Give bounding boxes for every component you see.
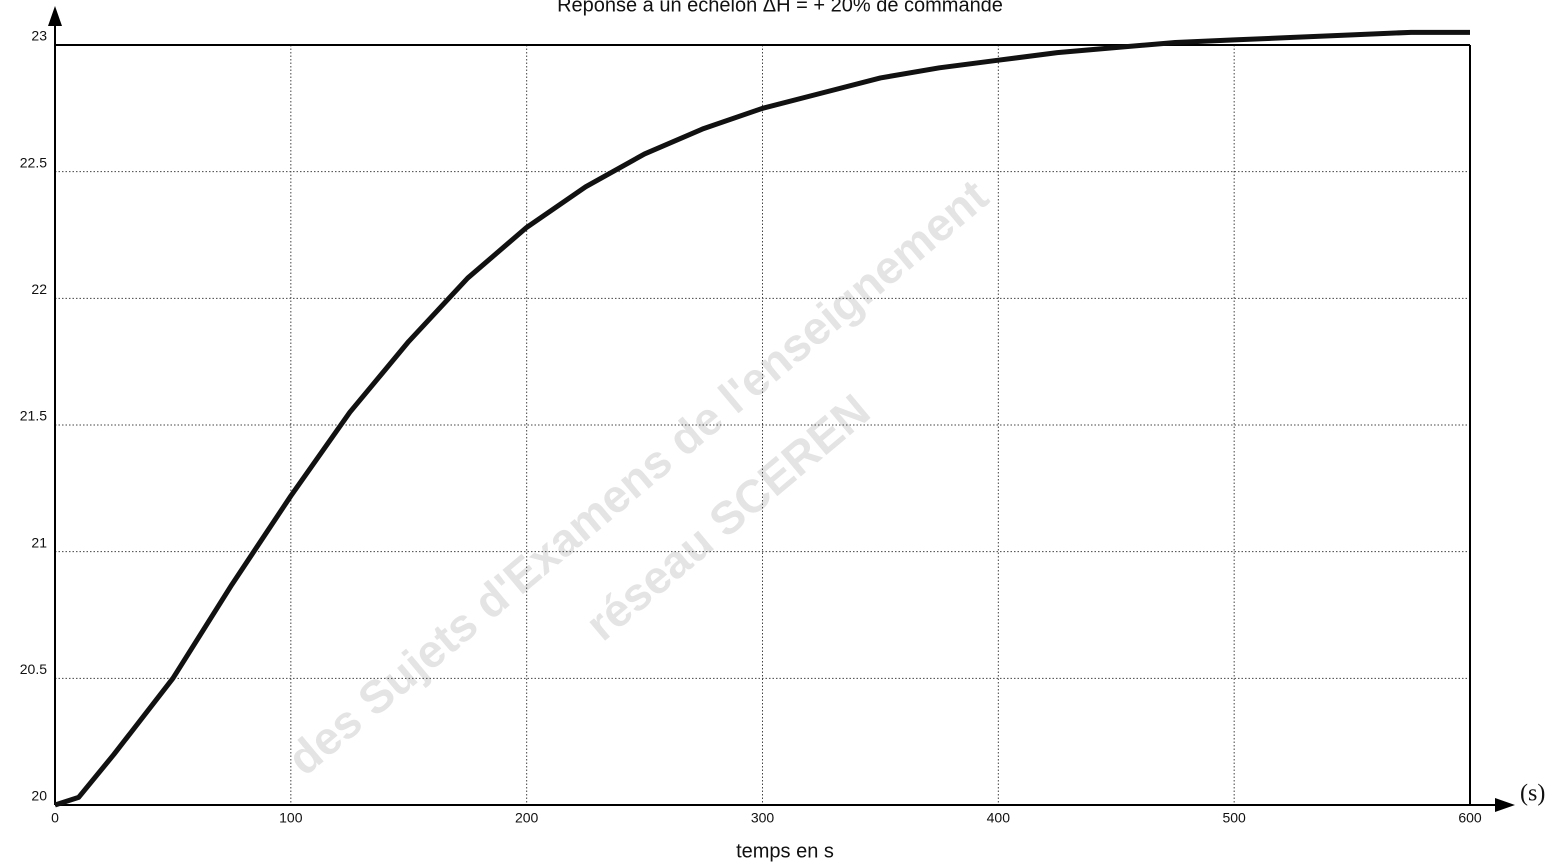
chart-title: Réponse à un échelon ΔH = + 20% de comma… [557, 0, 1003, 16]
x-axis-arrow [1495, 798, 1515, 812]
y-tick-label: 20 [31, 788, 47, 804]
x-tick-label: 400 [987, 810, 1011, 826]
x-tick-label: 100 [279, 810, 303, 826]
y-tick-label: 21.5 [20, 408, 47, 424]
x-tick-label: 0 [51, 810, 59, 826]
x-axis-label: temps en s [736, 840, 834, 862]
y-tick-label: 23 [31, 28, 47, 44]
y-tick-label: 21 [31, 534, 47, 550]
y-tick-label: 22.5 [20, 154, 47, 170]
x-tick-label: 500 [1222, 810, 1246, 826]
x-tick-label: 600 [1458, 810, 1482, 826]
y-tick-label: 20.5 [20, 661, 47, 677]
data-line [54, 29, 1470, 808]
y-axis-arrow [48, 6, 62, 26]
x-tick-label: 300 [751, 810, 775, 826]
y-tick-label: 22 [31, 281, 47, 297]
x-tick-label: 200 [515, 810, 539, 826]
x-unit: (s) [1520, 781, 1545, 807]
watermark: des Sujets d'Examens de l'enseignement [278, 169, 998, 785]
